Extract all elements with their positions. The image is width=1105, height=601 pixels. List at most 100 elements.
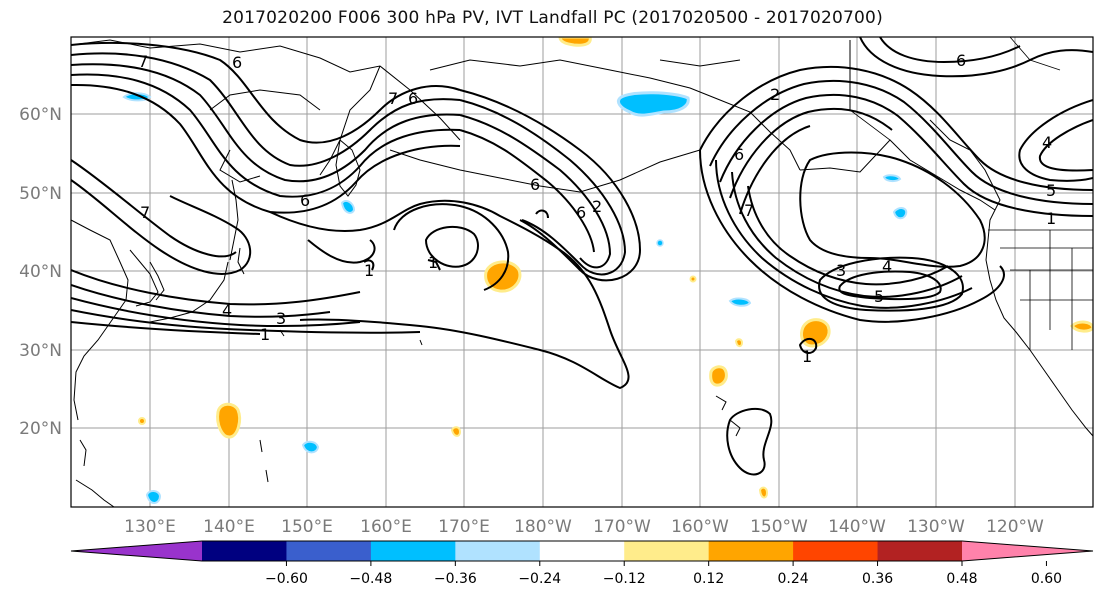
coastline-alaska-gulf	[799, 139, 996, 211]
colorbar-tick-label: 0.24	[778, 571, 809, 587]
contour-label: 4	[1042, 133, 1052, 152]
contour-west-cutoff	[307, 239, 376, 264]
colorbar-outline	[70, 540, 1094, 562]
shade-patch-blue	[340, 200, 356, 214]
contour-west-cutoff	[71, 159, 237, 258]
coastline-sakhalin	[229, 179, 239, 261]
contour-central-low	[393, 203, 510, 291]
shade-patch-orange	[1069, 320, 1093, 333]
contour-label: 7	[744, 201, 754, 220]
latitude-labels: 60°N 50°N 40°N 30°N 20°N	[19, 105, 62, 439]
contour-label: 2	[770, 85, 780, 104]
lat-label: 40°N	[19, 262, 62, 282]
contour-zonal-south	[71, 284, 331, 318]
lon-label: 150°W	[750, 517, 808, 537]
contour-east-trough	[699, 149, 1005, 323]
lat-label: 60°N	[19, 105, 62, 125]
lon-label: 170°W	[593, 517, 651, 537]
lat-label: 30°N	[19, 341, 62, 361]
contour-east-cutoff	[799, 151, 986, 268]
contour-label: 1	[260, 325, 270, 344]
contour-label: 1	[802, 347, 812, 366]
lon-label: 120°W	[986, 517, 1044, 537]
contour-label: 5	[1046, 181, 1056, 200]
contour-label: 6	[530, 175, 540, 194]
colorbar-tick-label: −0.48	[349, 571, 392, 587]
contour-label: 4	[882, 257, 892, 276]
contour-north-east	[1038, 119, 1093, 172]
shade-patch-orange	[734, 338, 744, 348]
contour-trough-east	[459, 89, 641, 282]
contour-label: 6	[576, 203, 586, 222]
coastline-alaska	[429, 59, 801, 171]
shade-patch-orange	[758, 486, 769, 499]
lon-label: 180°W	[514, 517, 572, 537]
colorbar-tick-label: 0.36	[862, 571, 893, 587]
contour-trough-east	[459, 129, 595, 253]
contour-west-ridge	[71, 42, 461, 144]
shade-patch-orange	[709, 365, 728, 387]
contour-west-ridge	[71, 52, 461, 167]
contour-east-ridge	[709, 79, 1093, 205]
shade-patch-orange	[558, 37, 592, 47]
coastline-asia	[71, 39, 461, 176]
map-frame	[70, 36, 1094, 508]
lon-label: 150°E	[281, 517, 333, 537]
shade-patch-blue	[728, 297, 752, 307]
colorbar-segment	[708, 541, 794, 561]
shade-patch-orange	[450, 426, 462, 437]
colorbar-extend-high	[962, 541, 1093, 561]
colorbar-tick-label: −0.24	[518, 571, 561, 587]
shade-patch-blue	[145, 490, 162, 504]
contour-east-cutoff	[818, 256, 964, 312]
coastline-taiwan	[75, 439, 115, 507]
contour-label: 7	[388, 89, 398, 108]
contour-labels: 7 6 7 6 2 6 6 7 1 1 6 2 3 4 1 3 4 5 7 6 …	[138, 51, 1056, 366]
shade-patch-orange	[689, 275, 697, 283]
coastline-japan	[149, 247, 245, 323]
border-us-states	[1000, 230, 1093, 350]
contour-label: 6	[956, 51, 966, 70]
contour-label: 1	[428, 253, 438, 272]
colorbar-tick-label: −0.36	[434, 571, 477, 587]
contour-north-east	[859, 37, 1093, 78]
colorbar-tick-label: 0.48	[946, 571, 977, 587]
contour-label: 7	[140, 203, 150, 222]
colorbar-segment	[286, 541, 372, 561]
shade-patch-blue	[882, 174, 902, 183]
colorbar-extend-low	[71, 541, 202, 561]
lat-label: 20°N	[19, 419, 62, 439]
colorbar-segment	[370, 541, 456, 561]
contour-east-ridge	[729, 107, 893, 199]
contour-label: 6	[408, 89, 418, 108]
contour-label: 6	[232, 53, 242, 72]
shade-patch-blue	[892, 207, 908, 220]
coastline-us-west	[985, 239, 1093, 437]
contour-small-loop	[799, 337, 818, 354]
shade-patch-orange	[138, 417, 146, 425]
shade-patch-blue	[301, 440, 320, 454]
coastline-kamchatka	[335, 139, 361, 197]
colorbar-segment	[202, 541, 287, 561]
colorbar-tick-label: −0.60	[265, 571, 308, 587]
colorbar-tick-label: 0.60	[1031, 571, 1062, 587]
colorbar: −0.60 −0.48 −0.36 −0.24 −0.12 0.12 0.24 0.36 0.4…	[70, 540, 1094, 587]
coastline-hawaii	[715, 395, 741, 437]
contour-east-ridge	[699, 65, 1093, 191]
contour-zonal-south	[71, 269, 361, 306]
pv-contours	[71, 37, 1093, 476]
contour-west-ridge	[71, 83, 461, 214]
colorbar-segment	[624, 541, 710, 561]
shade-patch-orange	[216, 402, 242, 439]
contour-label: 1	[364, 261, 374, 280]
shade-patch-blue	[616, 91, 690, 117]
lon-label: 130°E	[124, 517, 176, 537]
contour-north-east	[879, 37, 1021, 63]
coastline-pacific-islands	[259, 329, 423, 483]
lon-label: 160°W	[671, 517, 729, 537]
contour-north-east	[1018, 99, 1093, 182]
contour-trough-east	[459, 99, 626, 276]
coastline-aleutians	[389, 149, 701, 193]
contour-zonal-south	[71, 321, 261, 335]
